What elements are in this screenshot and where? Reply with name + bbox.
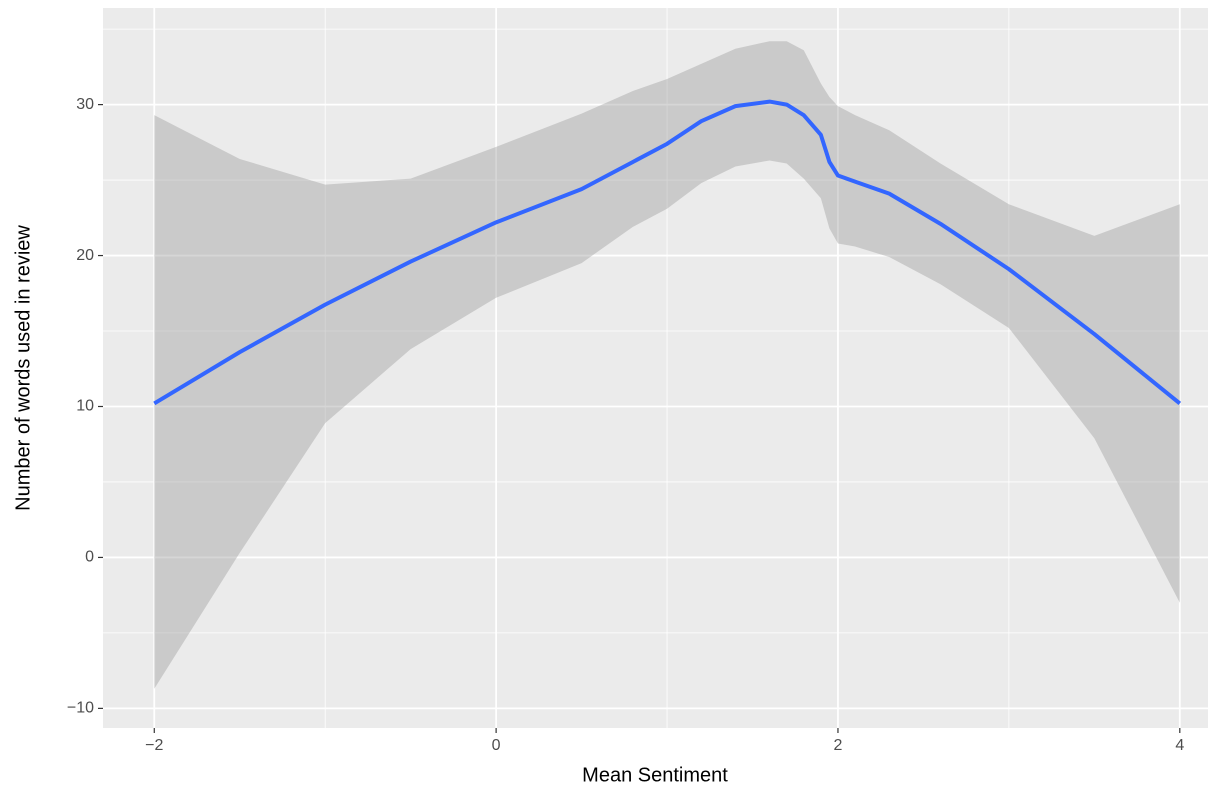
x-axis-title: Mean Sentiment [582,764,728,786]
smooth-line [153,99,1182,406]
y-tick-label: 10 [76,398,94,415]
x-tick-label: 0 [492,737,501,754]
y-tick-label: 30 [76,96,94,113]
y-tick-label: 20 [76,247,94,264]
panel [103,8,1208,728]
y-tick-label: 0 [85,549,94,566]
y-axis-title: Number of words used in review [12,225,34,511]
x-tick-label: 4 [1175,737,1184,754]
confidence-band [154,41,1180,689]
x-tick-label: −2 [145,737,163,754]
y-tick-label: −10 [67,700,94,717]
x-tick-label: 2 [834,737,843,754]
